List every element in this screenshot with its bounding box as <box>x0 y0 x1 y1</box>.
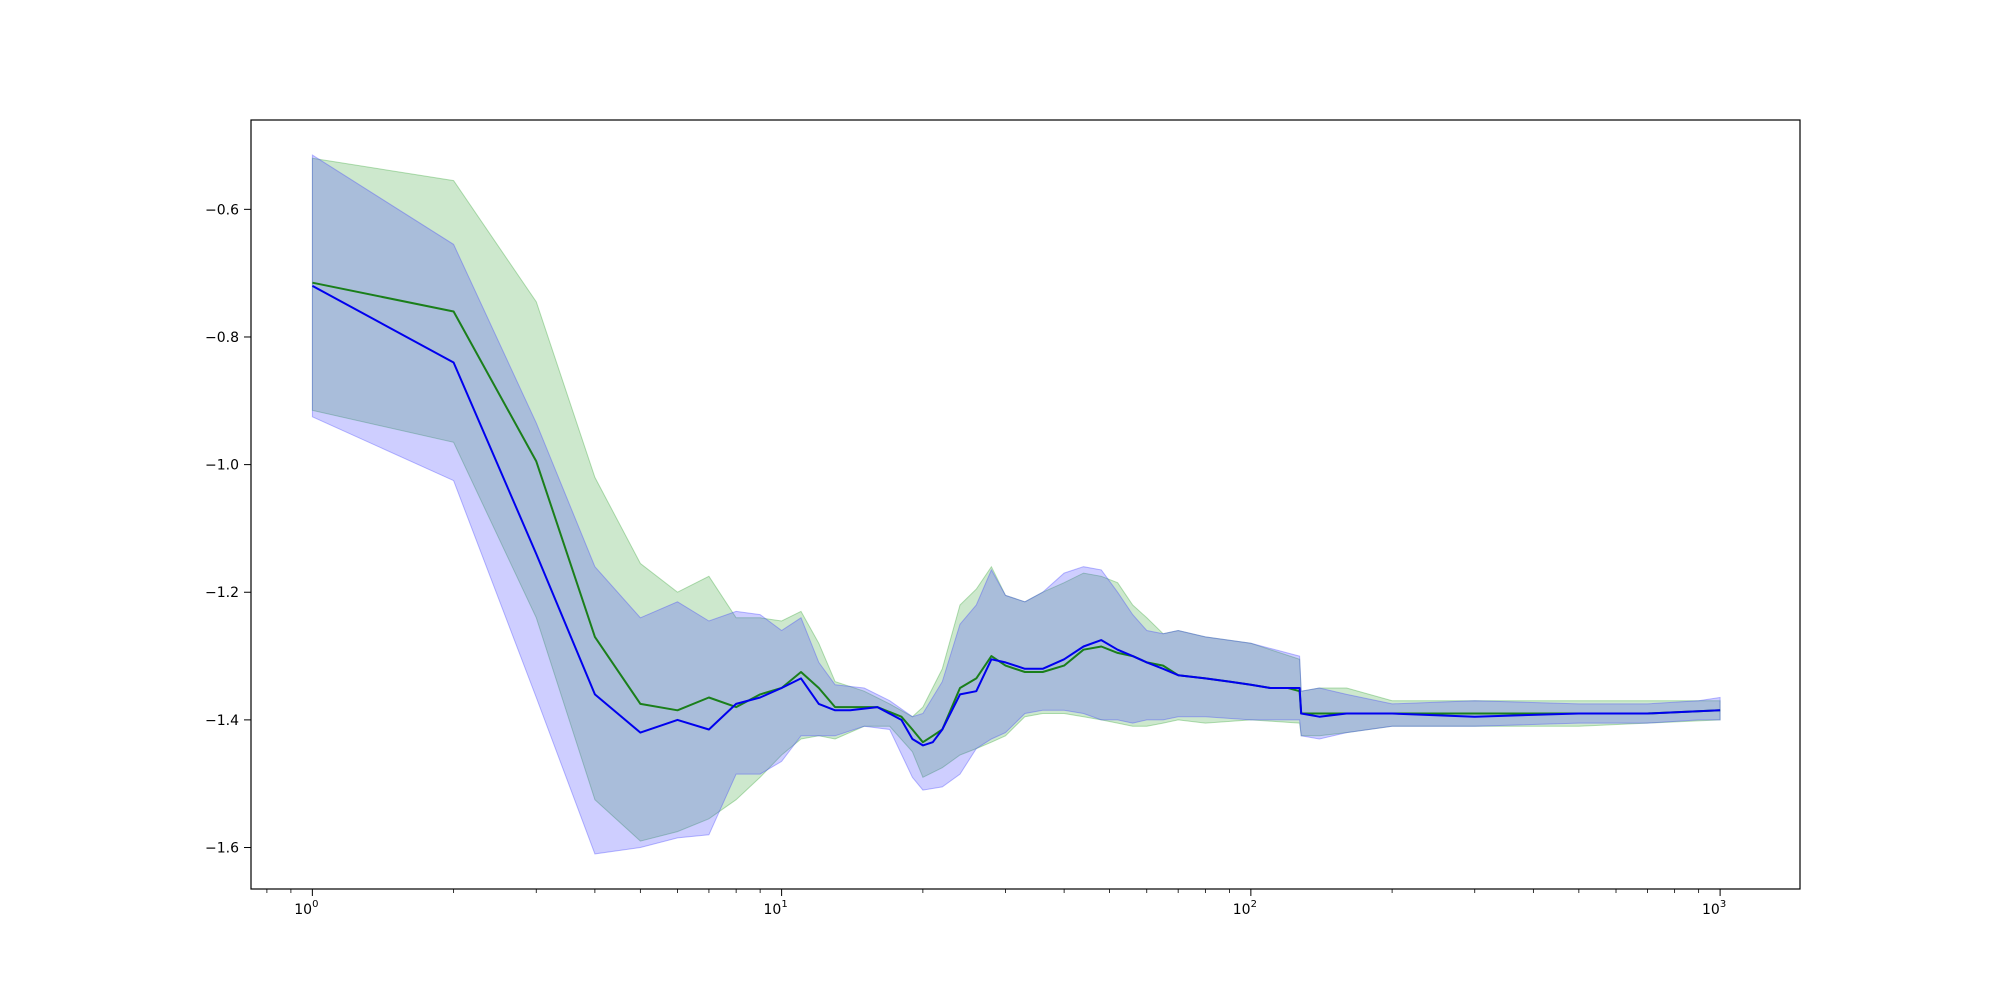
series-1-band <box>311 157 1721 842</box>
x-tick-label-exp: 0 <box>312 899 318 910</box>
x-tick-label-base: 10 <box>294 902 312 918</box>
x-tick-label: 101 <box>764 899 788 918</box>
axes-frame <box>250 119 1801 890</box>
x-tick-label: 103 <box>1702 899 1726 918</box>
x-tick-label: 102 <box>1233 899 1257 918</box>
y-tick-label: −1.2 <box>205 585 239 601</box>
y-tick-label: −0.8 <box>205 330 239 346</box>
series-2-line <box>311 285 1721 747</box>
x-tick-label-base: 10 <box>1702 902 1720 918</box>
x-tick-label: 100 <box>294 899 318 918</box>
y-axis: −0.6 −0.8 −1.0 −1.2 −1.4 −1.6 <box>205 202 251 857</box>
x-tick-label-exp: 2 <box>1251 899 1257 910</box>
y-tick-label: −0.6 <box>205 202 239 218</box>
x-tick-label-base: 10 <box>764 902 782 918</box>
x-tick-label-base: 10 <box>1233 902 1251 918</box>
x-tick-label-exp: 3 <box>1720 899 1726 910</box>
x-tick-label-exp: 1 <box>781 899 787 910</box>
series-2-band <box>311 154 1721 855</box>
plot-area <box>311 154 1721 855</box>
y-tick-label: −1.0 <box>205 458 239 474</box>
y-tick-label: −1.4 <box>205 713 239 729</box>
y-tick-label: −1.6 <box>205 841 239 857</box>
x-axis: 100 101 102 103 <box>266 889 1726 918</box>
